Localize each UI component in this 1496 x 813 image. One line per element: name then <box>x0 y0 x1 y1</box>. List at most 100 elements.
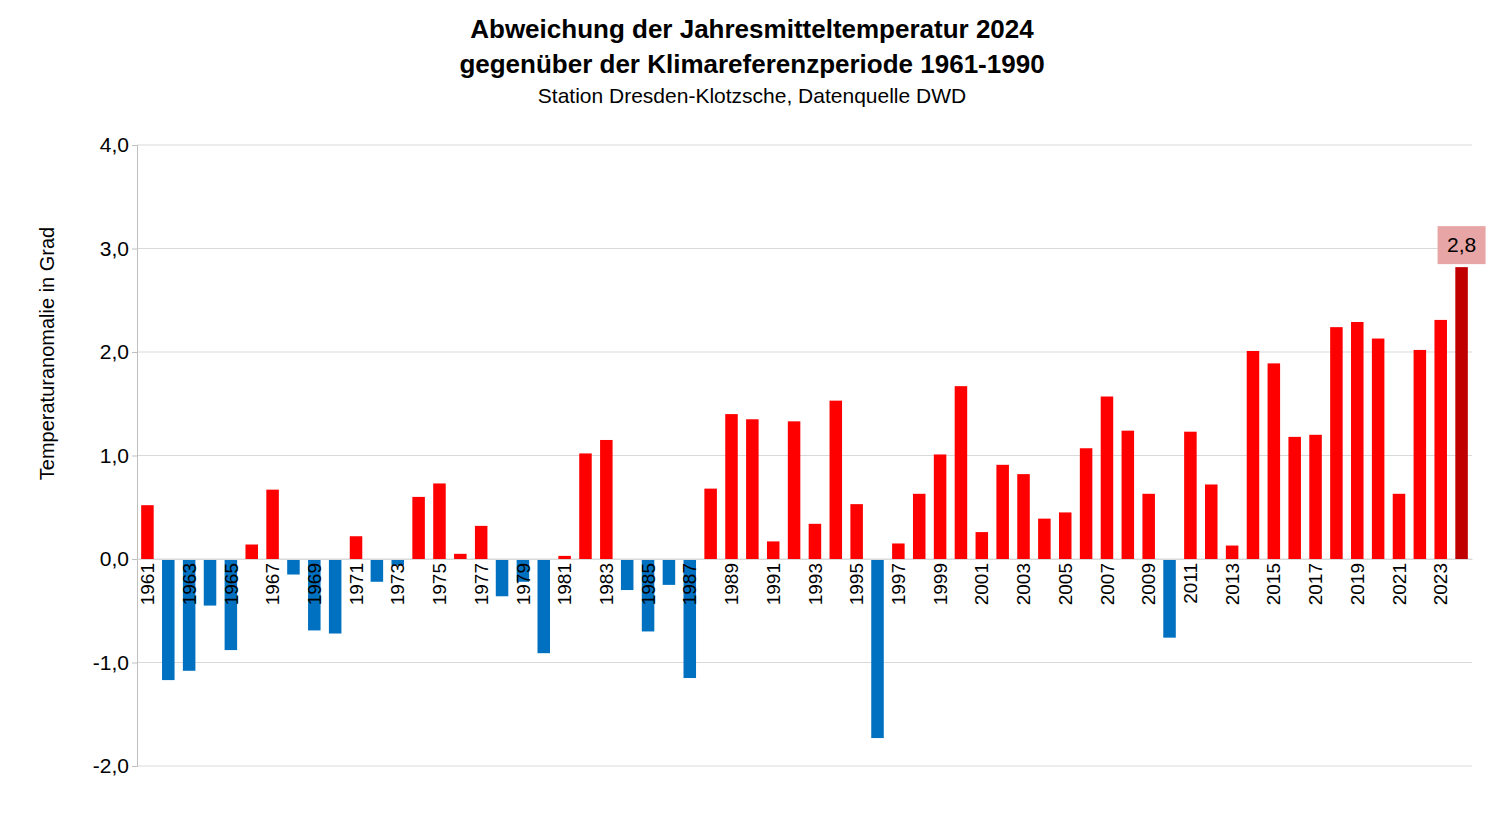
tick: 1999 <box>930 563 951 605</box>
tick-label: 1963 <box>179 563 200 605</box>
bar <box>287 559 300 575</box>
tick-label: 1961 <box>137 563 158 605</box>
bar <box>1268 363 1281 559</box>
bar <box>830 401 843 559</box>
axis-line <box>138 559 1473 560</box>
tick: 1965 <box>221 563 242 605</box>
bar <box>1455 267 1468 559</box>
bar <box>454 554 467 559</box>
tick-label: 0,0 <box>100 547 129 570</box>
bar <box>1330 327 1343 559</box>
bar <box>204 559 217 606</box>
bar <box>1163 559 1176 638</box>
tick: 1979 <box>513 563 534 605</box>
tick-label: 4,0 <box>100 133 129 156</box>
tick: -2,0 <box>93 754 137 777</box>
bar <box>1205 484 1218 559</box>
tick: 1,0 <box>100 444 137 467</box>
tick: 2021 <box>1389 563 1410 605</box>
bar <box>1393 494 1406 559</box>
bar <box>475 526 488 559</box>
tick-label: 1967 <box>262 563 283 605</box>
bar <box>1414 350 1427 559</box>
bar <box>1288 437 1301 559</box>
tick: 0,0 <box>100 547 137 570</box>
tick: 1989 <box>721 563 742 605</box>
bar <box>955 386 968 559</box>
bar <box>538 559 551 653</box>
tick-label: 1977 <box>471 563 492 605</box>
bar <box>162 559 175 680</box>
bar <box>621 559 634 590</box>
bar <box>1122 431 1135 559</box>
grid-line <box>137 248 1472 249</box>
tick-mark <box>132 352 137 353</box>
bar <box>350 536 363 559</box>
tick: 2019 <box>1347 563 1368 605</box>
bar <box>725 414 738 559</box>
subtitle: Station Dresden-Klotzsche, Datenquelle D… <box>538 84 966 107</box>
tick: 2,0 <box>100 340 137 363</box>
tick: 2017 <box>1305 563 1326 605</box>
bar <box>1184 432 1197 559</box>
bar <box>892 543 905 559</box>
bar <box>871 559 884 738</box>
bar <box>1101 397 1114 559</box>
x-axis: 1961196319651967196919711973197519771979… <box>137 560 1472 606</box>
tick: 1961 <box>137 563 158 605</box>
tick-mark <box>132 456 137 457</box>
tick: 2005 <box>1055 563 1076 605</box>
data-label: 2,8 <box>1447 233 1476 256</box>
tick-label: 2015 <box>1263 563 1284 605</box>
bar <box>788 421 801 559</box>
tick-label: 1999 <box>930 563 951 605</box>
tick-label: 2019 <box>1347 563 1368 605</box>
tick-label: 2007 <box>1097 563 1118 605</box>
tick: 1987 <box>679 563 700 605</box>
tick-label: 1965 <box>221 563 242 605</box>
tick: 2009 <box>1138 563 1159 605</box>
tick-label: 1969 <box>304 563 325 605</box>
bars <box>141 267 1468 738</box>
tick: 2001 <box>971 563 992 605</box>
bar <box>934 454 947 559</box>
tick-mark <box>132 559 137 560</box>
tick-label: 1973 <box>387 563 408 605</box>
tick-label: 1985 <box>638 563 659 605</box>
tick: 2003 <box>1013 563 1034 605</box>
tick: 2023 <box>1430 563 1451 605</box>
tick: 1967 <box>262 563 283 605</box>
tick: 2011 <box>1180 563 1201 604</box>
bar <box>371 559 384 582</box>
data-labels: 2,8 <box>1438 226 1486 264</box>
bar <box>1080 448 1093 559</box>
tick: 1983 <box>596 563 617 605</box>
bar <box>1017 474 1030 559</box>
bar <box>1309 435 1322 559</box>
tick-label: 1993 <box>805 563 826 605</box>
tick-label: 2,0 <box>100 340 129 363</box>
bar <box>141 505 154 559</box>
bar <box>600 440 613 559</box>
tick-label: 1975 <box>429 563 450 605</box>
bar <box>1372 339 1385 559</box>
tick-label: 1991 <box>763 563 784 605</box>
tick: 1985 <box>638 563 659 605</box>
bar <box>558 556 571 559</box>
tick: 1973 <box>387 563 408 605</box>
tick: 4,0 <box>100 133 137 156</box>
bar <box>996 465 1009 559</box>
bar <box>412 497 425 559</box>
tick: -1,0 <box>93 651 137 674</box>
bar <box>1059 512 1072 559</box>
tick-label: 2001 <box>971 563 992 605</box>
tick: 1977 <box>471 563 492 605</box>
tick-label: 2021 <box>1389 563 1410 605</box>
chart: Abweichung der Jahresmitteltemperatur 20… <box>0 0 1496 813</box>
tick: 1981 <box>554 563 575 605</box>
tick: 1997 <box>888 563 909 605</box>
tick-label: 1979 <box>513 563 534 605</box>
tick: 2013 <box>1222 563 1243 605</box>
tick: 3,0 <box>100 237 137 260</box>
tick: 1975 <box>429 563 450 605</box>
